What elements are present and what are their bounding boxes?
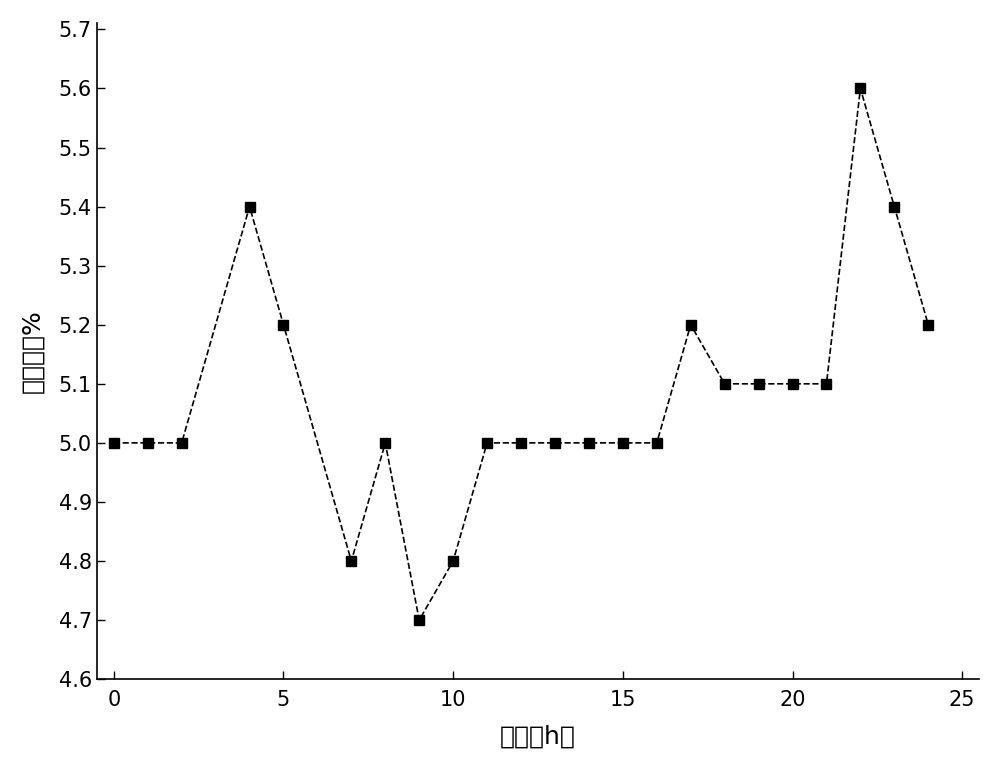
Y-axis label: 残糖数值%: 残糖数值% xyxy=(21,309,45,393)
X-axis label: 时间（h）: 时间（h） xyxy=(500,724,576,748)
